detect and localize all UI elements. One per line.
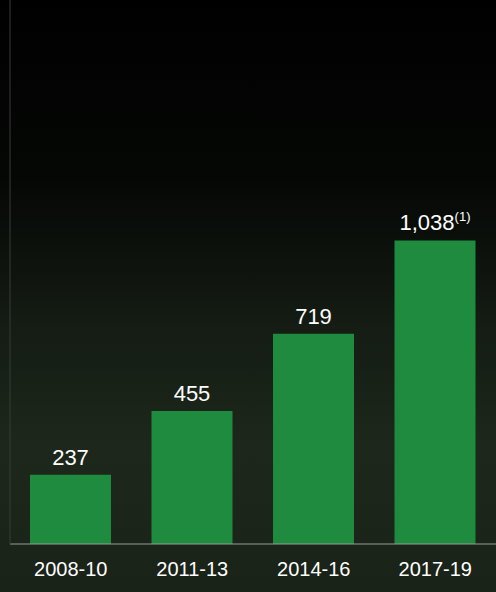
svg-text:237: 237 (52, 445, 89, 470)
svg-text:2011-13: 2011-13 (156, 558, 228, 580)
svg-text:2017-19: 2017-19 (399, 558, 472, 580)
svg-text:1,038(1): 1,038(1) (400, 209, 471, 235)
svg-text:719: 719 (295, 304, 332, 329)
svg-text:455: 455 (174, 381, 211, 406)
svg-text:2014-16: 2014-16 (277, 558, 350, 580)
svg-text:2008-10: 2008-10 (34, 558, 107, 580)
